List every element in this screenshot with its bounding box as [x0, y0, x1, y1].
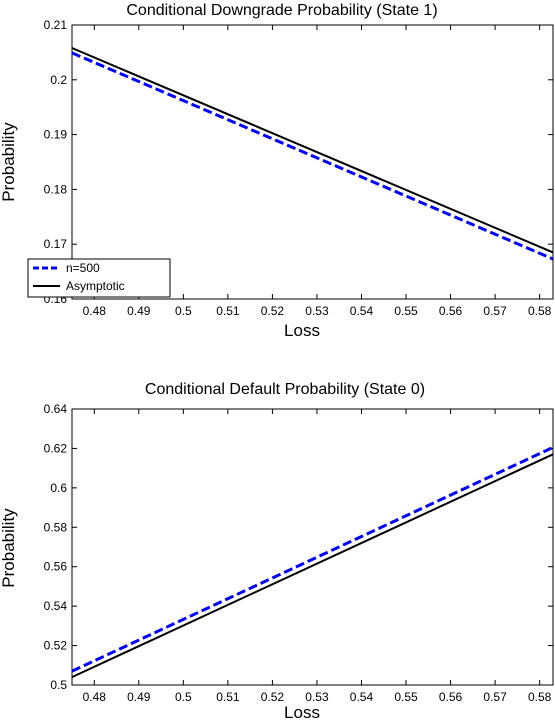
- x-tick-label: 0.53: [305, 304, 329, 318]
- x-axis-label: Loss: [284, 321, 320, 340]
- downgrade-probability-chart: Conditional Downgrade Probability (State…: [0, 2, 554, 340]
- x-tick-label: 0.58: [528, 690, 552, 704]
- x-axis-label: Loss: [284, 703, 320, 720]
- y-tick-label: 0.18: [44, 182, 68, 196]
- plot-area: [71, 24, 554, 300]
- y-tick-label: 0.5: [50, 678, 67, 692]
- y-axis-ticks: 0.160.170.180.190.20.21: [44, 18, 553, 306]
- x-tick-label: 0.51: [216, 690, 240, 704]
- series-line-asymptotic: [71, 47, 554, 254]
- x-tick-label: 0.5: [175, 304, 192, 318]
- chart-title: Conditional Default Probability (State 0…: [145, 381, 425, 398]
- y-axis-label: Probability: [0, 508, 18, 588]
- y-tick-label: 0.62: [44, 441, 68, 455]
- x-tick-label: 0.48: [83, 304, 107, 318]
- x-tick-label: 0.5: [175, 690, 192, 704]
- y-tick-label: 0.54: [44, 599, 68, 613]
- x-tick-label: 0.54: [350, 690, 374, 704]
- y-tick-label: 0.6: [50, 481, 67, 495]
- x-tick-label: 0.56: [439, 690, 463, 704]
- x-tick-label: 0.56: [439, 304, 463, 318]
- x-tick-label: 0.54: [350, 304, 374, 318]
- x-tick-label: 0.57: [483, 690, 507, 704]
- x-tick-label: 0.48: [83, 690, 107, 704]
- x-tick-label: 0.57: [483, 304, 507, 318]
- x-tick-label: 0.53: [305, 690, 329, 704]
- y-tick-label: 0.56: [44, 560, 68, 574]
- y-tick-label: 0.21: [44, 18, 68, 32]
- x-tick-label: 0.58: [528, 304, 552, 318]
- y-tick-label: 0.2: [50, 73, 67, 87]
- y-tick-label: 0.19: [44, 128, 68, 142]
- y-axis-label: Probability: [0, 122, 18, 202]
- x-tick-label: 0.55: [394, 690, 418, 704]
- x-axis-ticks: 0.48 0.49 0.5 0.51 0.52 0.53 0.54 0.55 0.56 0.57 0…: [83, 409, 552, 704]
- y-tick-label: 0.52: [44, 639, 68, 653]
- x-tick-label: 0.52: [261, 690, 285, 704]
- x-axis-ticks: 0.48 0.49 0.5 0.51 0.52 0.53 0.54 0.55 0.56 0.57 0…: [83, 25, 552, 318]
- series-line-n500: [71, 446, 554, 673]
- x-tick-label: 0.49: [127, 690, 151, 704]
- x-tick-label: 0.51: [216, 304, 240, 318]
- x-tick-label: 0.49: [127, 304, 151, 318]
- x-tick-label: 0.55: [394, 304, 418, 318]
- series-layer: [71, 446, 554, 679]
- series-layer: [71, 47, 554, 261]
- y-tick-label: 0.17: [44, 237, 68, 251]
- y-axis-ticks: 0.5 0.52 0.54 0.56 0.58 0.6 0.62 0.64: [44, 402, 553, 692]
- series-line-asymptotic: [71, 453, 554, 679]
- legend-label-n500: n=500: [66, 261, 100, 275]
- chart-title: Conditional Downgrade Probability (State…: [126, 2, 437, 19]
- series-line-n500: [71, 51, 554, 261]
- y-tick-label: 0.64: [44, 402, 68, 416]
- legend-label-asymptotic: Asymptotic: [66, 279, 125, 293]
- y-tick-label: 0.58: [44, 520, 68, 534]
- x-tick-label: 0.52: [261, 304, 285, 318]
- legend: n=500 Asymptotic: [27, 258, 171, 298]
- legend-box: [27, 258, 171, 298]
- default-probability-chart: Conditional Default Probability (State 0…: [0, 381, 554, 720]
